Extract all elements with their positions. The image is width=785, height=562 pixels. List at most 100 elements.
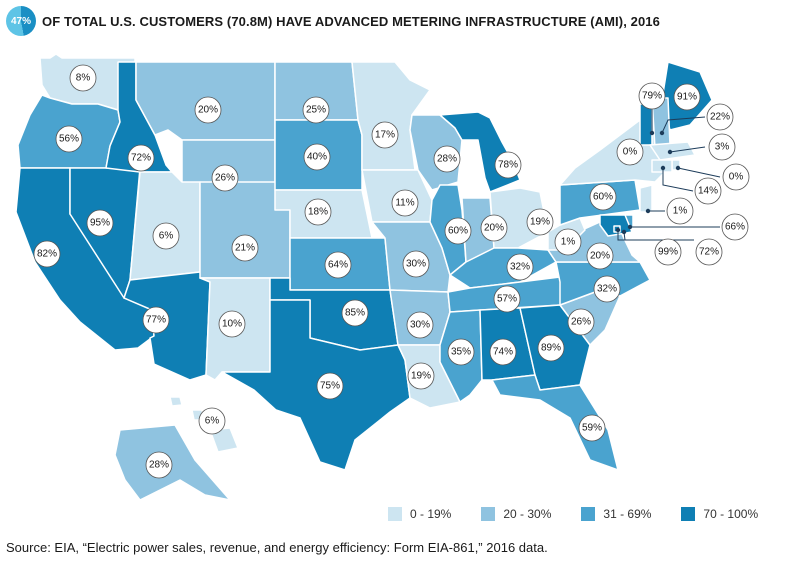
value-bubble-circle [198, 407, 226, 435]
value-label: 78% [498, 160, 518, 171]
legend-swatch [481, 507, 496, 521]
value-bubble-mt: 20% [194, 96, 222, 124]
value-bubble-nc: 32% [593, 275, 621, 303]
total-share-badge: 47% [6, 6, 36, 36]
value-bubble-ky: 32% [506, 253, 534, 281]
value-bubble-circle [695, 238, 723, 266]
leader-line-md [623, 231, 694, 241]
value-label: 8% [76, 73, 91, 84]
leader-line-dc [617, 230, 653, 241]
value-label: 95% [90, 218, 110, 229]
value-bubble-sc: 26% [567, 308, 595, 336]
value-bubble-ar: 30% [406, 311, 434, 339]
value-bubble-va: 20% [586, 242, 614, 270]
value-bubble-co: 21% [231, 234, 259, 262]
value-bubble-circle [638, 82, 666, 110]
value-label: 66% [725, 222, 745, 233]
value-label: 17% [375, 130, 395, 141]
value-bubble-ks: 64% [324, 251, 352, 279]
value-bubble-circle [69, 64, 97, 92]
leader-dot-de [627, 224, 633, 230]
value-label: 10% [222, 319, 242, 330]
badge-value: 47% [10, 15, 31, 27]
leader-dot-vt [649, 130, 655, 136]
value-bubble-circle [578, 414, 606, 442]
legend-swatch [581, 507, 596, 521]
legend-item-70-100: 70 - 100% [681, 507, 758, 521]
value-bubble-la: 19% [407, 362, 435, 390]
state-fl [491, 374, 619, 471]
value-bubble-ct: 14% [694, 177, 722, 205]
value-label: 60% [448, 226, 468, 237]
value-label: 1% [673, 206, 688, 217]
value-bubble-circle [537, 334, 565, 362]
value-bubble-circle [722, 163, 750, 191]
value-label: 60% [593, 192, 613, 203]
value-bubble-circle [324, 251, 352, 279]
value-bubble-circle [444, 217, 472, 245]
value-bubble-circle [231, 234, 259, 262]
value-label: 40% [307, 152, 327, 163]
value-bubble-ca: 82% [33, 240, 61, 268]
value-bubble-circle [489, 338, 517, 366]
value-bubble-il: 60% [444, 217, 472, 245]
value-label: 21% [235, 243, 255, 254]
value-label: 32% [597, 284, 617, 295]
value-label: 89% [541, 343, 561, 354]
value-bubble-wi: 28% [433, 145, 461, 173]
legend-item-31-69: 31 - 69% [581, 507, 651, 521]
value-bubble-ma: 3% [708, 133, 736, 161]
value-label: 56% [59, 134, 79, 145]
value-label: 26% [215, 173, 235, 184]
value-bubble-dc: 99% [654, 238, 682, 266]
value-bubble-circle [666, 197, 694, 225]
value-bubble-oh: 19% [526, 208, 554, 236]
leader-line-ri [677, 167, 721, 178]
value-bubble-circle [406, 311, 434, 339]
value-bubble-nd: 25% [302, 96, 330, 124]
value-bubble-md: 72% [695, 238, 723, 266]
value-label: 6% [159, 231, 174, 242]
value-bubble-circle [480, 214, 508, 242]
value-label: 3% [715, 142, 730, 153]
leader-dot-dc [615, 227, 621, 233]
value-label: 0% [623, 147, 638, 158]
state-vt [639, 103, 653, 146]
value-label: 20% [590, 251, 610, 262]
value-bubble-nm: 10% [218, 310, 246, 338]
value-label: 25% [306, 105, 326, 116]
value-bubble-circle [316, 372, 344, 400]
value-bubble-circle [304, 198, 332, 226]
value-label: 19% [530, 217, 550, 228]
value-label: 6% [205, 416, 220, 427]
leader-dot-ma [667, 149, 673, 155]
value-bubble-circle [706, 103, 734, 131]
value-label: 35% [451, 347, 471, 358]
value-label: 99% [658, 247, 678, 258]
value-label: 74% [493, 347, 513, 358]
value-bubble-circle [152, 222, 180, 250]
value-bubble-ms: 35% [447, 338, 475, 366]
value-bubble-circle [33, 240, 61, 268]
value-bubble-circle [593, 275, 621, 303]
legend-swatch [388, 507, 402, 521]
value-label: 72% [131, 153, 151, 164]
value-bubble-circle [211, 164, 239, 192]
value-bubble-ri: 0% [722, 163, 750, 191]
value-bubble-wv: 1% [554, 228, 582, 256]
value-label: 91% [677, 92, 697, 103]
value-bubble-circle [586, 242, 614, 270]
value-label: 59% [582, 423, 602, 434]
legend-item-0-19: 0 - 19% [388, 507, 451, 521]
legend-label: 31 - 69% [603, 507, 652, 521]
value-bubble-circle [402, 250, 430, 278]
value-bubble-mn: 17% [371, 121, 399, 149]
value-label: 20% [484, 223, 504, 234]
value-bubble-circle [526, 208, 554, 236]
value-label: 26% [571, 317, 591, 328]
value-bubble-circle [447, 338, 475, 366]
value-bubble-ia: 11% [391, 189, 419, 217]
value-bubble-me: 91% [673, 83, 701, 111]
value-bubble-circle [407, 362, 435, 390]
